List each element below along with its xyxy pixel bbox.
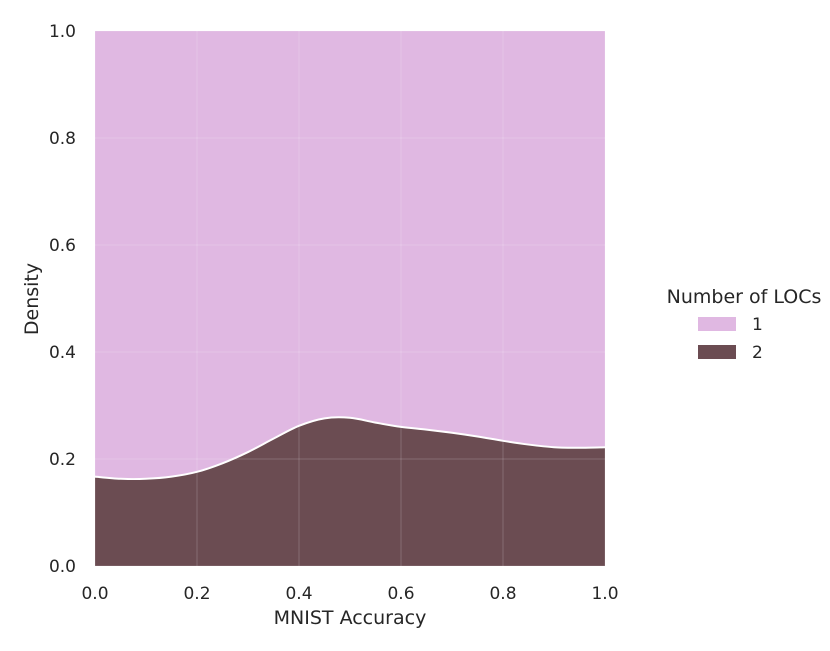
y-tick-label: 0.0 — [49, 557, 76, 577]
x-tick-label: 0.8 — [489, 584, 516, 604]
y-tick-label: 0.8 — [49, 129, 76, 149]
x-tick-label: 1.0 — [591, 584, 618, 604]
x-tick-label: 0.4 — [285, 584, 312, 604]
legend-label-2: 2 — [752, 343, 763, 363]
legend-label-1: 1 — [752, 315, 763, 335]
x-tick-label: 0.0 — [81, 584, 108, 604]
area-series-1 — [95, 31, 605, 480]
legend-items: 12 — [698, 315, 763, 363]
x-axis-ticks: 0.0 0.2 0.4 0.6 0.8 1.0 — [81, 584, 618, 604]
area-boundaries — [94, 416, 606, 481]
y-axis-label: Density — [21, 263, 43, 335]
area-layers — [95, 31, 605, 566]
legend-swatch-1 — [698, 317, 736, 331]
y-tick-label: 1.0 — [49, 22, 76, 42]
y-axis-ticks: 0.0 0.2 0.4 0.6 0.8 1.0 — [49, 22, 76, 577]
y-tick-label: 0.6 — [49, 236, 76, 256]
legend-swatch-2 — [698, 345, 736, 359]
plot-area — [94, 30, 606, 567]
area-boundary-series-2 — [94, 416, 606, 481]
x-tick-label: 0.2 — [183, 584, 210, 604]
legend-title: Number of LOCs — [667, 286, 822, 308]
legend: Number of LOCs 12 — [667, 286, 822, 363]
x-tick-label: 0.6 — [387, 584, 414, 604]
y-tick-label: 0.2 — [49, 450, 76, 470]
y-tick-label: 0.4 — [49, 343, 76, 363]
x-axis-label: MNIST Accuracy — [274, 607, 427, 629]
area-series-2 — [95, 417, 605, 566]
